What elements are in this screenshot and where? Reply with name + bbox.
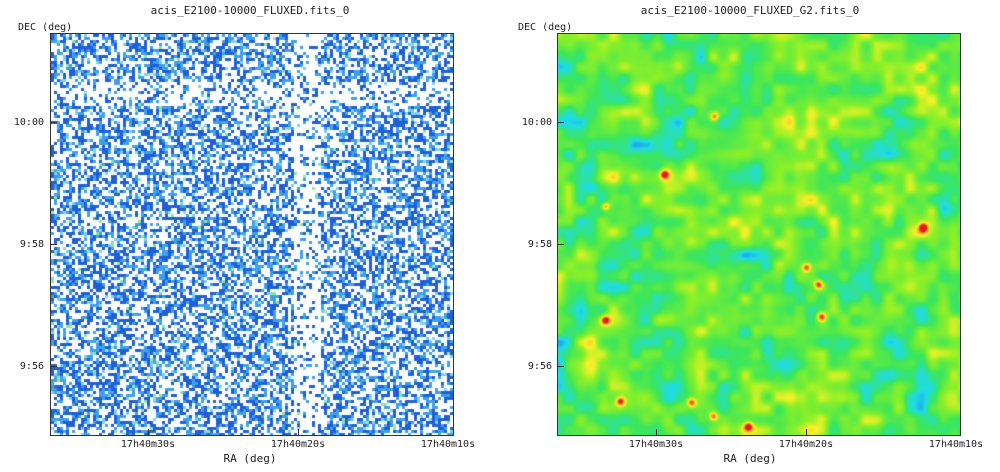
left-ra-axis-label: RA (deg) <box>223 452 277 465</box>
left-ytick-mark <box>51 244 57 245</box>
left-ytick-1000: 10:00 <box>13 117 44 128</box>
right-ytick-mark <box>558 366 564 367</box>
right-image-frame[interactable] <box>557 33 961 436</box>
smoothed-image[interactable] <box>558 34 960 435</box>
right-image-panel: acis_E2100-10000_FLUXED_G2.fits_0 DEC (d… <box>500 0 1000 472</box>
left-ytick-mark <box>51 366 57 367</box>
left-xtick-10s: 17h40m10s <box>420 439 476 450</box>
right-ytick-1000: 10:00 <box>521 117 552 128</box>
right-xtick-mark <box>806 429 807 435</box>
right-ytick-958: 9:58 <box>527 239 552 250</box>
right-ra-axis-label: RA (deg) <box>723 452 777 465</box>
raw-counts-image[interactable] <box>51 34 453 435</box>
left-xtick-30s: 17h40m30s <box>120 439 176 450</box>
right-ytick-956: 9:56 <box>527 361 552 372</box>
left-ytick-956: 9:56 <box>19 361 44 372</box>
right-dec-axis-label: DEC (deg) <box>518 22 573 33</box>
left-image-frame[interactable] <box>50 33 454 436</box>
left-dec-axis-label: DEC (deg) <box>18 22 73 33</box>
right-ytick-mark <box>558 122 564 123</box>
right-xtick-20s: 17h40m20s <box>778 439 834 450</box>
left-image-panel: acis_E2100-10000_FLUXED.fits_0 DEC (deg)… <box>13 4 476 465</box>
left-ytick-958: 9:58 <box>19 239 44 250</box>
left-ytick-mark <box>51 122 57 123</box>
left-xtick-mark <box>148 429 149 435</box>
right-xtick-mark <box>656 429 657 435</box>
right-xtick-30s: 17h40m30s <box>628 439 684 450</box>
right-xtick-10s: 17h40m10s <box>928 439 984 450</box>
right-panel-title: acis_E2100-10000_FLUXED_G2.fits_0 <box>640 4 860 17</box>
left-xtick-20s: 17h40m20s <box>270 439 326 450</box>
left-panel-title: acis_E2100-10000_FLUXED.fits_0 <box>150 4 350 17</box>
right-ytick-mark <box>558 244 564 245</box>
left-xtick-mark <box>298 429 299 435</box>
